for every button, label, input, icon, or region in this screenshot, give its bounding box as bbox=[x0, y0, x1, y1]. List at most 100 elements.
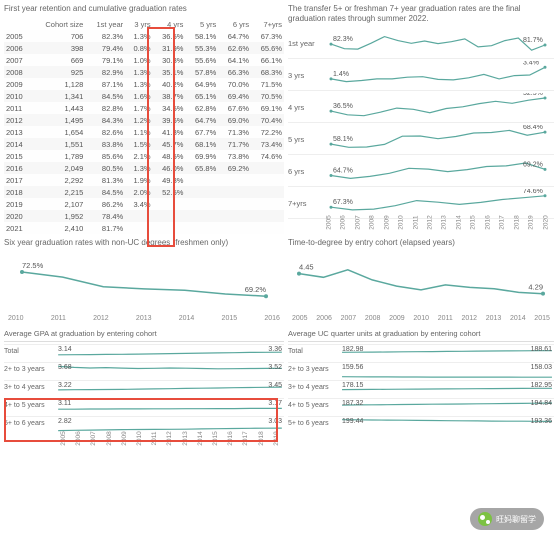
metric-label: Total bbox=[288, 348, 303, 355]
sparkline-label: 3 yrs bbox=[288, 71, 322, 80]
table-header bbox=[4, 18, 31, 30]
metric-sparkline bbox=[56, 345, 284, 362]
sparklines-title: The transfer 5+ or freshman 7+ year grad… bbox=[288, 4, 554, 25]
svg-text:67.3%: 67.3% bbox=[333, 200, 353, 207]
metric-label: Total bbox=[4, 348, 19, 355]
metric-label: 2+ to 3 years bbox=[4, 366, 45, 373]
table-title: First year retention and cumulative grad… bbox=[4, 4, 284, 14]
wechat-icon bbox=[478, 512, 492, 526]
sparkline-chart: 67.3% 74.6% bbox=[322, 189, 554, 217]
svg-text:4.29: 4.29 bbox=[528, 282, 543, 291]
grad-rate-sparklines-panel: The transfer 5+ or freshman 7+ year grad… bbox=[288, 4, 554, 234]
metric-label: 2+ to 3 years bbox=[288, 366, 329, 373]
table-row: 20131,65482.6%1.1%41.8%67.7%71.3%72.2% bbox=[4, 126, 284, 138]
table-row: 20212,41081.7% bbox=[4, 222, 284, 234]
table-row: 20091,12887.1%1.3%40.2%64.9%70.0%71.5% bbox=[4, 78, 284, 90]
svg-text:36.5%: 36.5% bbox=[333, 103, 353, 110]
units-title: Average UC quarter units at graduation b… bbox=[288, 326, 554, 342]
gpa-title: Average GPA at graduation by entering co… bbox=[4, 326, 284, 342]
table-header: 1st year bbox=[85, 18, 125, 30]
table-row: 200892582.9%1.3%35.1%57.8%66.3%68.3% bbox=[4, 66, 284, 78]
table-row: 20192,10786.2%3.4% bbox=[4, 198, 284, 210]
svg-text:82.3%: 82.3% bbox=[333, 36, 353, 43]
six-year-chart: 72.5%69.2% bbox=[4, 253, 284, 313]
units-panel: Average UC quarter units at graduation b… bbox=[288, 326, 554, 442]
svg-text:58.1%: 58.1% bbox=[333, 136, 353, 143]
metric-sparkline bbox=[56, 363, 284, 380]
svg-text:1.4%: 1.4% bbox=[333, 71, 349, 78]
table-header: Cohort size bbox=[31, 18, 85, 30]
table-row: 200766979.1%1.0%30.8%55.6%64.1%66.1% bbox=[4, 54, 284, 66]
metric-sparkline bbox=[340, 381, 554, 398]
table-header: 4 yrs bbox=[153, 18, 186, 30]
metric-row: Total182.98188.61 bbox=[288, 344, 554, 361]
metric-sparkline bbox=[340, 345, 554, 362]
svg-text:69.2%: 69.2% bbox=[523, 162, 543, 169]
watermark-text: 旺妈聊留学 bbox=[496, 514, 536, 525]
table-header: 7+yrs bbox=[251, 18, 284, 30]
table-row: 20182,21584.5%2.0%52.5% bbox=[4, 186, 284, 198]
svg-text:81.7%: 81.7% bbox=[523, 37, 543, 44]
sparkline-row: 1st year 82.3% 81.7% bbox=[288, 29, 554, 59]
metric-sparkline bbox=[340, 363, 554, 380]
table-header: 5 yrs bbox=[185, 18, 218, 30]
metric-label: 3+ to 4 years bbox=[4, 384, 45, 391]
metric-label: 3+ to 4 years bbox=[288, 384, 329, 391]
sparkline-row: 5 yrs 58.1% 68.4% bbox=[288, 125, 554, 155]
sparkline-label: 5 yrs bbox=[288, 135, 322, 144]
table-header: 6 yrs bbox=[218, 18, 251, 30]
metric-label: 5+ to 6 years bbox=[4, 420, 45, 427]
ttd-chart: 4.454.29 bbox=[288, 253, 554, 313]
sparkline-chart: 64.7% 69.2% bbox=[322, 157, 554, 185]
metric-row: 2+ to 3 years3.683.52 bbox=[4, 362, 284, 379]
gpa-panel: Average GPA at graduation by entering co… bbox=[4, 326, 284, 442]
wechat-watermark: 旺妈聊留学 bbox=[470, 508, 544, 530]
metric-row: 3+ to 4 years3.223.45 bbox=[4, 380, 284, 397]
svg-text:64.7%: 64.7% bbox=[333, 168, 353, 175]
table-row: 20101,34184.5%1.6%38.7%65.1%69.4%70.5% bbox=[4, 90, 284, 102]
metric-row: Total3.143.36 bbox=[4, 344, 284, 361]
ttd-panel: Time-to-degree by entry cohort (elapsed … bbox=[288, 238, 554, 321]
sparkline-row: 3 yrs 1.4% 3.4% bbox=[288, 61, 554, 91]
svg-text:3.4%: 3.4% bbox=[523, 61, 539, 66]
table-header: 3 yrs bbox=[125, 18, 152, 30]
metric-label: 4+ to 5 years bbox=[4, 402, 45, 409]
table-row: 20151,78985.6%2.1%48.5%69.9%73.8%74.6% bbox=[4, 150, 284, 162]
metric-sparkline bbox=[340, 399, 554, 416]
sparkline-label: 6 yrs bbox=[288, 167, 322, 176]
table-row: 20201,95278.4% bbox=[4, 210, 284, 222]
table-row: 20141,55183.8%1.5%45.7%68.1%71.7%73.4% bbox=[4, 138, 284, 150]
metric-row: 5+ to 6 years199.44193.36 bbox=[288, 416, 554, 433]
sparkline-chart: 36.5% 52.5% bbox=[322, 93, 554, 121]
metric-label: 4+ to 5 years bbox=[288, 402, 329, 409]
metric-label: 5+ to 6 years bbox=[288, 420, 329, 427]
svg-text:74.6%: 74.6% bbox=[523, 189, 543, 195]
metric-row: 4+ to 5 years187.32194.84 bbox=[288, 398, 554, 415]
six-year-panel: Six year graduation rates with non-UC de… bbox=[4, 238, 284, 321]
sparkline-label: 1st year bbox=[288, 39, 322, 48]
sparkline-chart: 1.4% 3.4% bbox=[322, 61, 554, 89]
sparkline-chart: 58.1% 68.4% bbox=[322, 125, 554, 153]
retention-table: Cohort size1st year3 yrs4 yrs5 yrs6 yrs7… bbox=[4, 18, 284, 234]
sparkline-chart: 82.3% 81.7% bbox=[322, 29, 554, 57]
sparkline-label: 7+yrs bbox=[288, 199, 322, 208]
svg-text:52.5%: 52.5% bbox=[523, 93, 543, 97]
six-year-title: Six year graduation rates with non-UC de… bbox=[4, 238, 284, 248]
metric-row: 4+ to 5 years3.113.17 bbox=[4, 398, 284, 415]
table-row: 20172,29281.3%1.9%49.8% bbox=[4, 174, 284, 186]
svg-text:68.4%: 68.4% bbox=[523, 125, 543, 131]
sparkline-label: 4 yrs bbox=[288, 103, 322, 112]
table-row: 20121,49584.3%1.2%39.6%64.7%69.0%70.4% bbox=[4, 114, 284, 126]
metric-row: 3+ to 4 years178.15182.95 bbox=[288, 380, 554, 397]
sparkline-row: 4 yrs 36.5% 52.5% bbox=[288, 93, 554, 123]
metric-row: 2+ to 3 years159.56158.03 bbox=[288, 362, 554, 379]
table-row: 20162,04980.5%1.3%46.0%65.8%69.2% bbox=[4, 162, 284, 174]
metric-sparkline bbox=[340, 417, 554, 434]
table-row: 200570682.3%1.3%36.5%58.1%64.7%67.3% bbox=[4, 30, 284, 42]
table-row: 200639879.4%0.8%31.9%55.3%62.6%65.6% bbox=[4, 42, 284, 54]
metric-sparkline bbox=[56, 381, 284, 398]
sparkline-row: 6 yrs 64.7% 69.2% bbox=[288, 157, 554, 187]
ttd-title: Time-to-degree by entry cohort (elapsed … bbox=[288, 238, 554, 248]
retention-table-panel: First year retention and cumulative grad… bbox=[4, 4, 284, 234]
metric-sparkline bbox=[56, 399, 284, 416]
